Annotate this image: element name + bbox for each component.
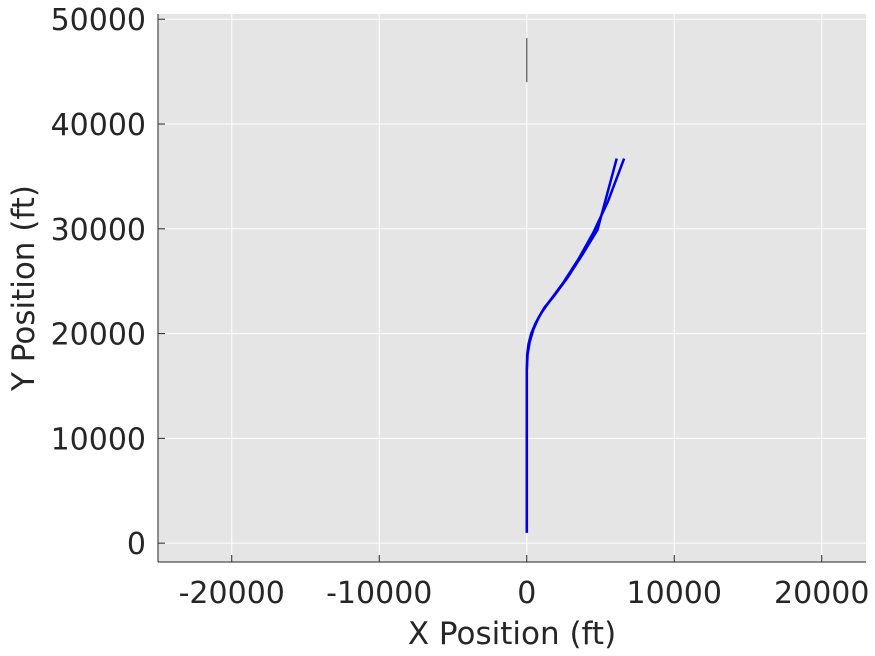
y-tick-label: 10000 [51, 422, 146, 457]
y-axis-label: Y Position (ft) [6, 185, 42, 392]
series-layer [525, 38, 626, 533]
y-tick-label: 0 [127, 527, 146, 562]
y-tick-label: 50000 [51, 3, 146, 38]
series-line-2 [525, 158, 618, 533]
x-tick-label: -10000 [326, 576, 432, 611]
y-tick-label: 40000 [51, 108, 146, 143]
labels-layer: X Position (ft) Y Position (ft) -20000 -1… [6, 3, 869, 652]
axes-layer [157, 14, 866, 563]
x-tick-label: 20000 [774, 576, 869, 611]
y-tick-label: 30000 [51, 213, 146, 248]
x-axis-label: X Position (ft) [408, 616, 616, 652]
grid [158, 14, 866, 562]
y-tick-label: 20000 [51, 318, 146, 353]
plot-background [158, 14, 866, 562]
x-tick-label: 10000 [627, 576, 722, 611]
x-tick-label: 0 [517, 576, 536, 611]
x-tick-label: -20000 [179, 576, 285, 611]
